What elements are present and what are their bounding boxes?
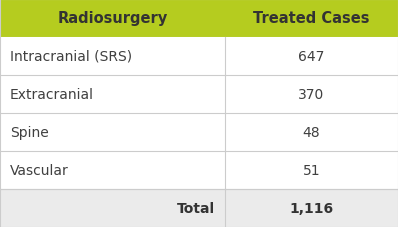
Bar bbox=[225, 114, 398, 151]
Text: Total: Total bbox=[177, 201, 215, 215]
Bar bbox=[0, 0, 225, 38]
Text: Radiosurgery: Radiosurgery bbox=[57, 11, 168, 26]
Bar bbox=[225, 0, 398, 38]
Text: 48: 48 bbox=[302, 126, 320, 139]
Bar bbox=[225, 38, 398, 76]
Text: Extracranial: Extracranial bbox=[10, 88, 94, 101]
Bar bbox=[0, 38, 225, 76]
Text: Vascular: Vascular bbox=[10, 163, 69, 177]
Text: Treated Cases: Treated Cases bbox=[253, 11, 370, 26]
Bar bbox=[0, 189, 225, 227]
Bar bbox=[0, 76, 225, 114]
Text: 51: 51 bbox=[302, 163, 320, 177]
Bar bbox=[225, 151, 398, 189]
Text: 370: 370 bbox=[298, 88, 324, 101]
Bar bbox=[225, 189, 398, 227]
Text: Spine: Spine bbox=[10, 126, 49, 139]
Text: 1,116: 1,116 bbox=[289, 201, 334, 215]
Bar bbox=[0, 0, 398, 38]
Bar bbox=[0, 151, 225, 189]
Text: Intracranial (SRS): Intracranial (SRS) bbox=[10, 50, 132, 64]
Bar bbox=[0, 114, 225, 151]
Text: 647: 647 bbox=[298, 50, 325, 64]
Bar bbox=[225, 76, 398, 114]
